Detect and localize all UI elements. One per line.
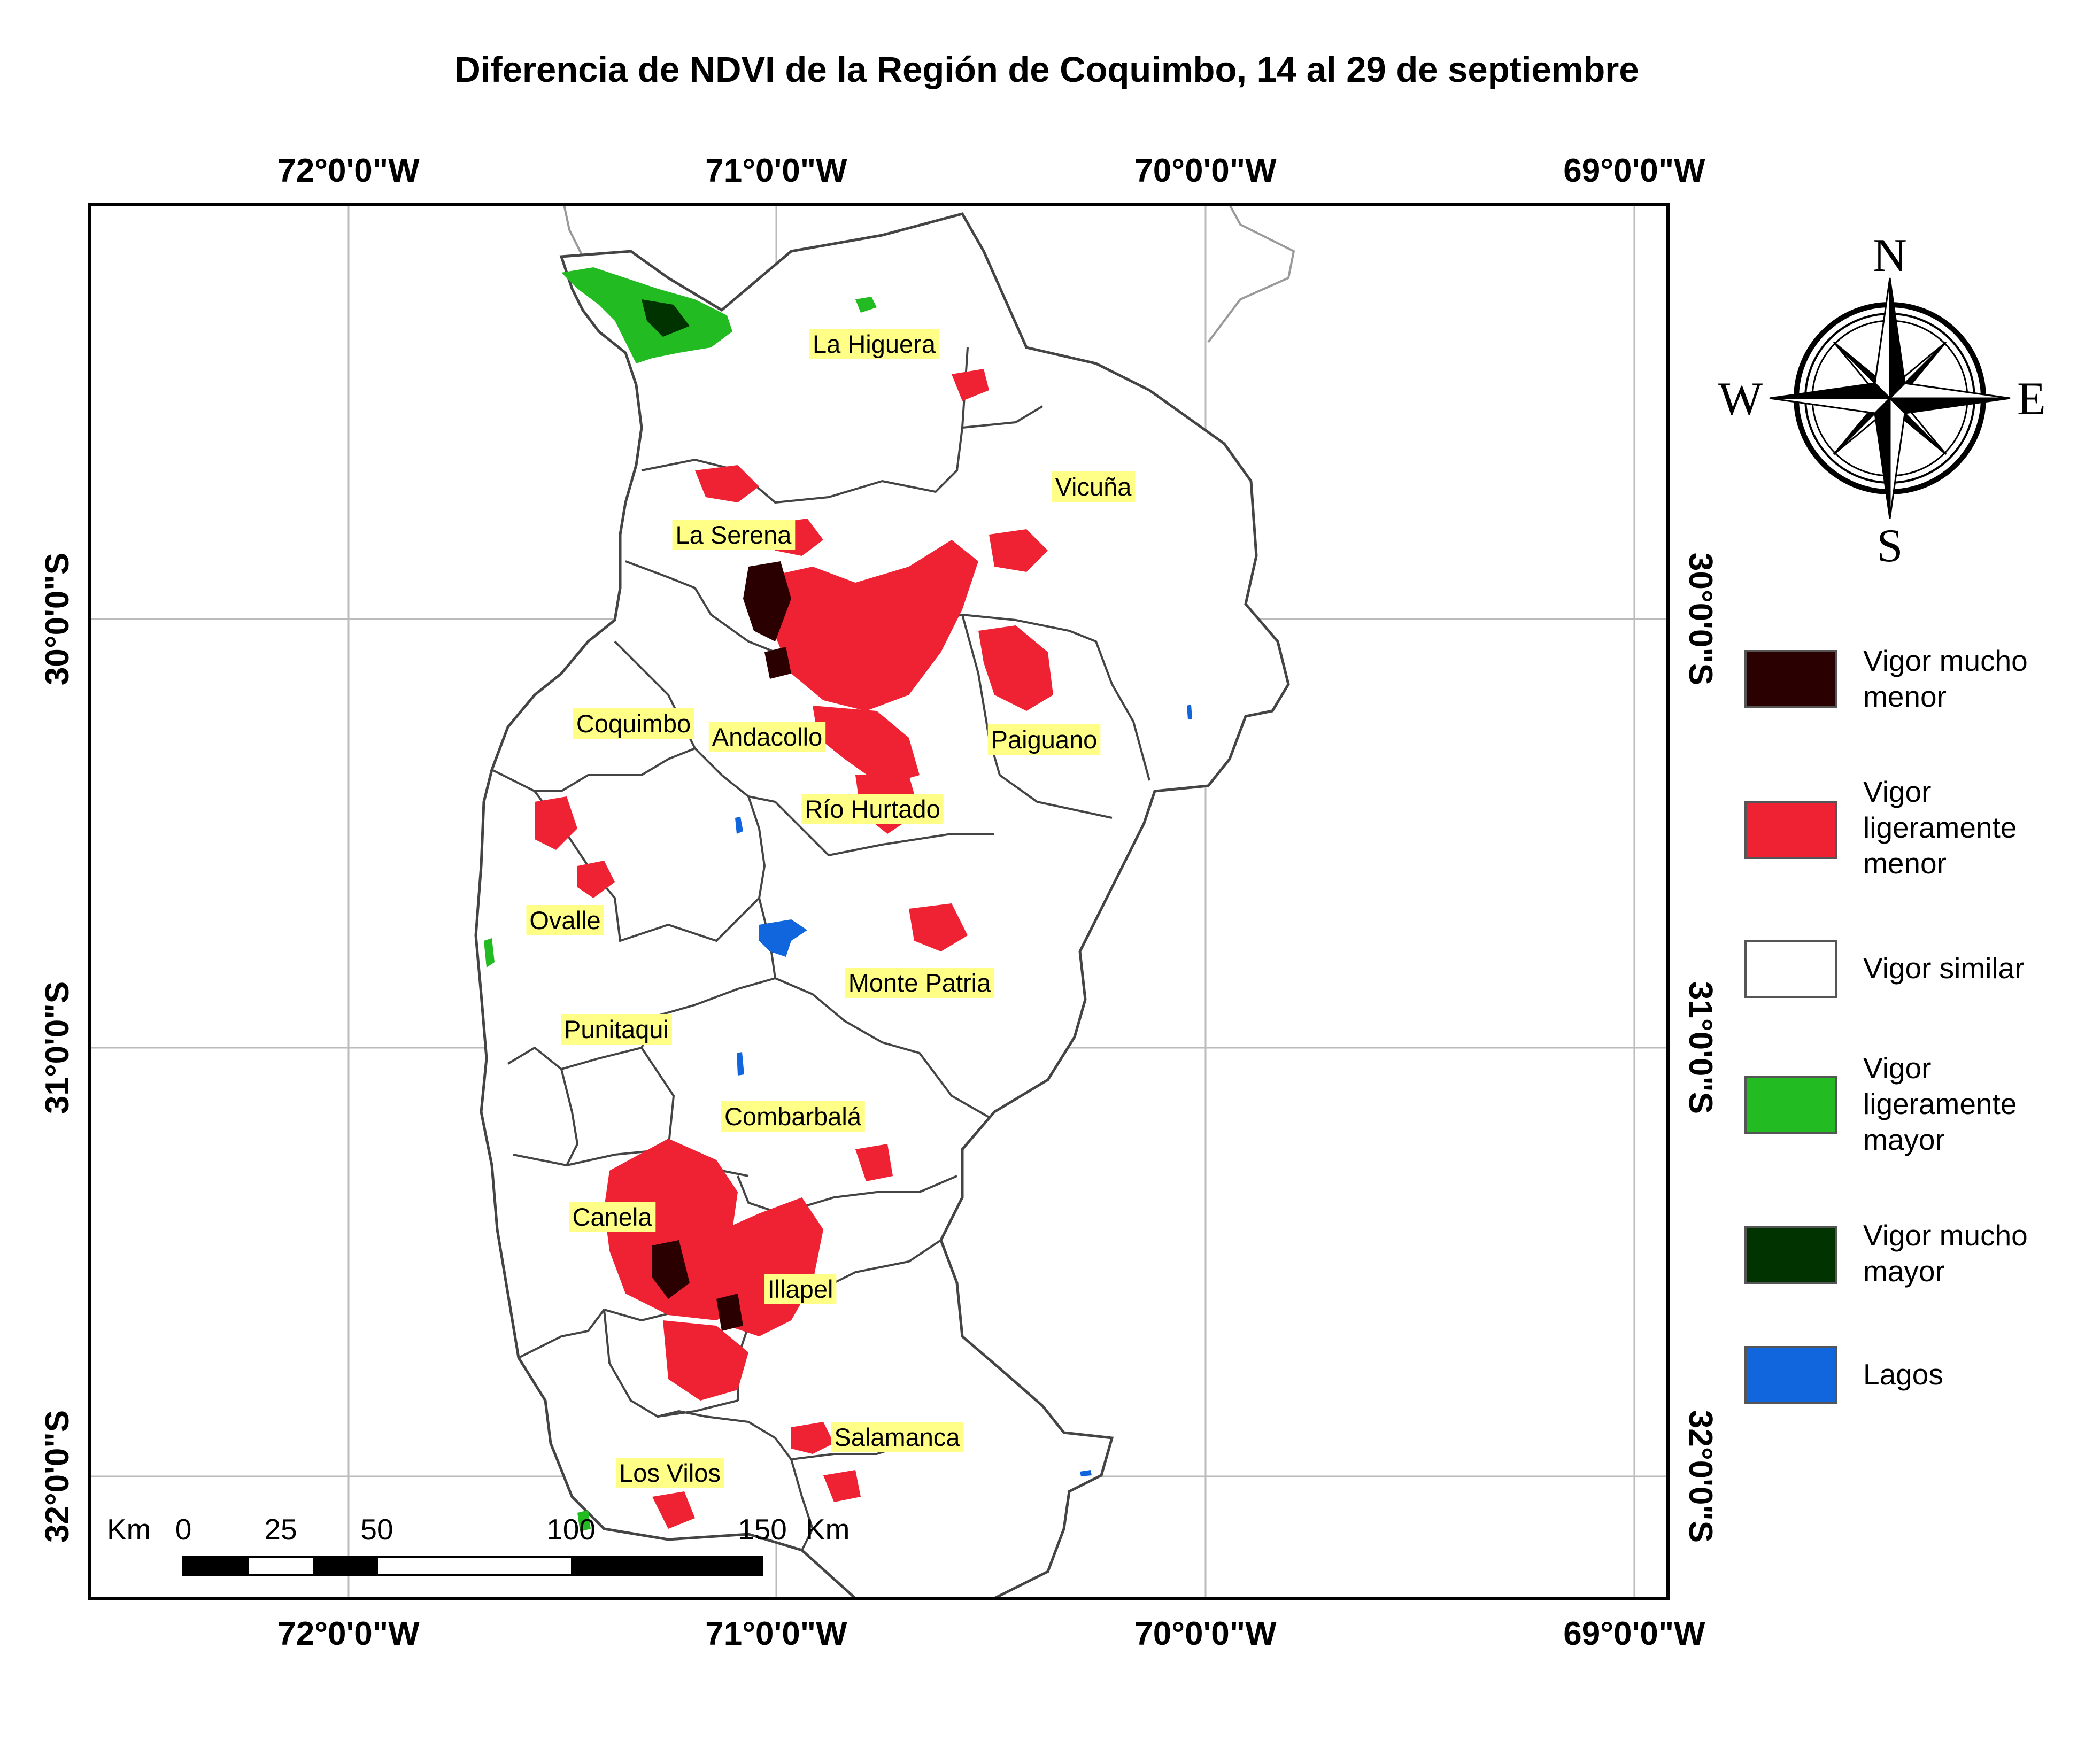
legend-label-line2: mayor — [1863, 1255, 1945, 1288]
scale-unit-right: Km — [806, 1513, 850, 1546]
bottom-lon-label-69w: 69°0'0"W — [1563, 1615, 1705, 1652]
comuna-label-ovalle: Ovalle — [526, 905, 604, 935]
top-longitude-labels: 72°0'0"W 71°0'0"W 70°0'0"W 69°0'0"W — [277, 152, 1705, 189]
comuna-label-paiguano: Paiguano — [987, 724, 1101, 755]
scale-unit-left: Km — [107, 1513, 151, 1546]
left-lat-label-30s: 30°0'0"S — [39, 553, 76, 685]
legend-label-line1: Vigor — [1863, 1051, 1931, 1085]
legend: Vigor mucho menor Vigor ligeramente meno… — [1744, 644, 2028, 1404]
scale-tick-0: 0 — [175, 1513, 192, 1546]
svg-text:Andacollo: Andacollo — [712, 723, 822, 751]
map-area — [90, 205, 1668, 1598]
legend-item-vigor-mucho-menor: Vigor mucho menor — [1744, 644, 2028, 713]
compass-west-label: W — [1718, 373, 1763, 425]
legend-label-line1: Lagos — [1863, 1358, 1943, 1391]
svg-text:Combarbalá: Combarbalá — [724, 1102, 862, 1131]
legend-swatch-vigor-mucho-mayor — [1744, 1226, 1837, 1284]
legend-label-line3: mayor — [1863, 1123, 1945, 1156]
comuna-labels: La Higuera Vicuña La Serena Coquimbo And… — [526, 329, 1136, 1488]
legend-label-line2: ligeramente — [1863, 1087, 2017, 1120]
legend-swatch-vigor-ligeramente-menor — [1744, 801, 1837, 859]
legend-label-line2: ligeramente — [1863, 811, 2017, 844]
legend-label-line2: menor — [1863, 680, 1947, 713]
top-lon-label-69w: 69°0'0"W — [1563, 152, 1705, 189]
scale-tick-50: 50 — [360, 1513, 393, 1546]
legend-label-line1: Vigor — [1863, 775, 1931, 808]
left-latitude-labels: 30°0'0"S 31°0'0"S 32°0'0"S — [39, 553, 76, 1543]
comuna-label-salamanca: Salamanca — [831, 1422, 964, 1452]
left-lat-label-31s: 31°0'0"S — [39, 981, 76, 1114]
left-lat-label-32s: 32°0'0"S — [39, 1410, 76, 1543]
legend-label-line1: Vigor mucho — [1863, 644, 2028, 677]
bottom-lon-label-70w: 70°0'0"W — [1134, 1615, 1277, 1652]
legend-item-vigor-mucho-mayor: Vigor mucho mayor — [1744, 1219, 2028, 1288]
scale-tick-150: 150 — [738, 1513, 787, 1546]
scale-tick-100: 100 — [546, 1513, 596, 1546]
legend-item-vigor-similar: Vigor similar — [1744, 940, 2025, 998]
legend-swatch-vigor-mucho-menor — [1744, 650, 1837, 708]
right-lat-label-30s: 30°0'0"S — [1682, 553, 1719, 685]
svg-text:Illapel: Illapel — [768, 1275, 833, 1303]
legend-swatch-lagos — [1744, 1346, 1837, 1404]
bottom-longitude-labels: 72°0'0"W 71°0'0"W 70°0'0"W 69°0'0"W — [277, 1615, 1705, 1652]
comuna-label-vicuna: Vicuña — [1052, 471, 1136, 502]
top-lon-label-70w: 70°0'0"W — [1134, 152, 1277, 189]
legend-label-line1: Vigor mucho — [1863, 1219, 2028, 1252]
legend-item-vigor-ligeramente-mayor: Vigor ligeramente mayor — [1744, 1051, 2017, 1156]
svg-text:Coquimbo: Coquimbo — [576, 709, 691, 738]
legend-label-line1: Vigor similar — [1863, 951, 2025, 985]
comuna-label-rio-hurtado: Río Hurtado — [801, 794, 944, 824]
comuna-label-illapel: Illapel — [764, 1274, 837, 1304]
right-lat-label-32s: 32°0'0"S — [1682, 1410, 1719, 1543]
svg-text:Ovalle: Ovalle — [529, 906, 600, 934]
compass-east-label: E — [2017, 373, 2046, 425]
comuna-label-los-vilos: Los Vilos — [616, 1458, 724, 1488]
lagos — [735, 705, 1192, 1476]
legend-item-vigor-ligeramente-menor: Vigor ligeramente menor — [1744, 775, 2017, 880]
svg-text:Monte Patria: Monte Patria — [848, 969, 991, 997]
comuna-label-coquimbo: Coquimbo — [573, 708, 694, 739]
legend-swatch-vigor-similar — [1744, 940, 1837, 998]
top-lon-label-71w: 71°0'0"W — [705, 152, 847, 189]
right-lat-label-31s: 31°0'0"S — [1682, 981, 1719, 1114]
svg-text:La Serena: La Serena — [676, 521, 792, 549]
comuna-label-combarbala: Combarbalá — [721, 1101, 865, 1132]
compass-north-label: N — [1873, 230, 1907, 282]
legend-swatch-vigor-ligeramente-mayor — [1744, 1076, 1837, 1134]
comuna-label-punitaqui: Punitaqui — [561, 1014, 672, 1045]
comuna-label-monte-patria: Monte Patria — [845, 968, 995, 998]
bottom-lon-label-72w: 72°0'0"W — [277, 1615, 420, 1652]
right-latitude-labels: 30°0'0"S 31°0'0"S 32°0'0"S — [1682, 553, 1719, 1543]
bottom-lon-label-71w: 71°0'0"W — [705, 1615, 847, 1652]
ndvi-vigor-mucho-mayor — [642, 299, 690, 337]
svg-text:Canela: Canela — [573, 1203, 653, 1231]
svg-text:Vicuña: Vicuña — [1055, 473, 1132, 501]
top-lon-label-72w: 72°0'0"W — [277, 152, 420, 189]
comuna-label-andacollo: Andacollo — [708, 722, 826, 752]
legend-label-line3: menor — [1863, 847, 1947, 880]
svg-text:Salamanca: Salamanca — [834, 1423, 960, 1451]
scale-tick-25: 25 — [264, 1513, 297, 1546]
svg-text:Paiguano: Paiguano — [991, 725, 1098, 754]
compass-south-label: S — [1877, 520, 1903, 572]
map-title: Diferencia de NDVI de la Región de Coqui… — [454, 50, 1639, 90]
ndvi-vigor-mucho-menor — [652, 561, 791, 1331]
comuna-label-la-higuera: La Higuera — [809, 329, 939, 359]
svg-text:Punitaqui: Punitaqui — [564, 1015, 669, 1043]
comuna-label-la-serena: La Serena — [672, 520, 796, 550]
legend-item-lagos: Lagos — [1744, 1346, 1943, 1404]
compass-rose: N S E W — [1718, 230, 2046, 572]
map-frame — [88, 203, 1670, 1600]
svg-text:Río Hurtado: Río Hurtado — [805, 795, 940, 823]
comuna-label-canela: Canela — [569, 1202, 656, 1232]
svg-text:Los Vilos: Los Vilos — [619, 1459, 721, 1487]
svg-text:La Higuera: La Higuera — [813, 330, 936, 358]
scale-bar: Km 0 25 50 100 150 Km — [107, 1513, 850, 1576]
